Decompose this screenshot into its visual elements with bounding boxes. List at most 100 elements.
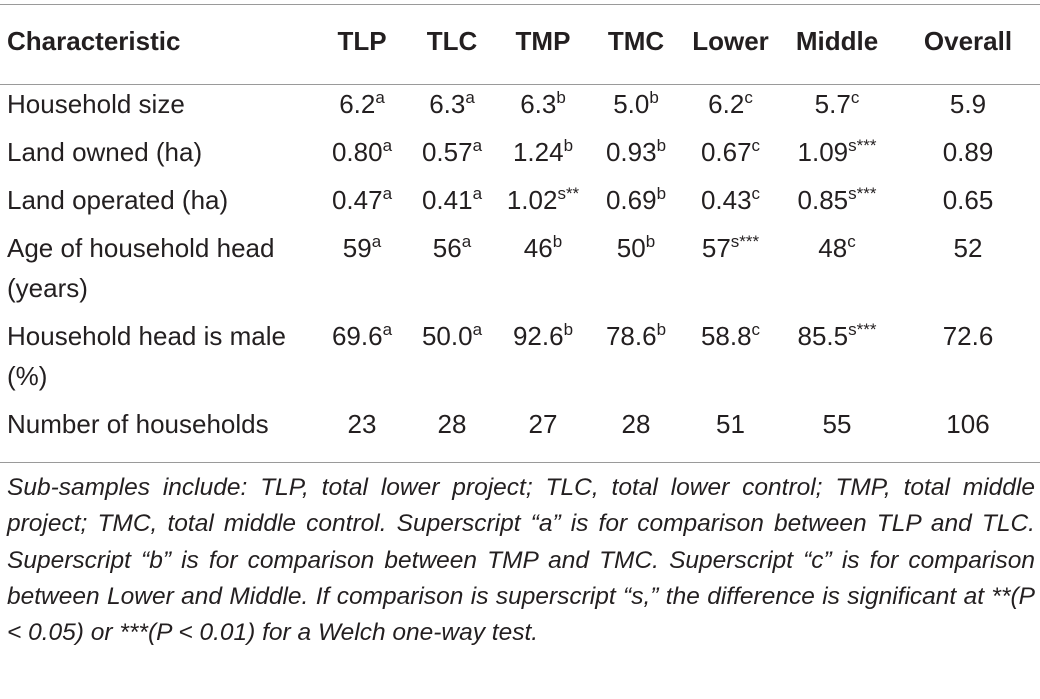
cell-superscript: b bbox=[656, 184, 667, 203]
cell-value: 0.93 bbox=[605, 137, 657, 167]
cell-superscript: a bbox=[382, 184, 393, 203]
table-cell: 28 bbox=[407, 404, 497, 452]
table-cell: 1.24b bbox=[497, 132, 589, 180]
table-cell: 6.2c bbox=[683, 84, 778, 132]
table-cell: 23 bbox=[317, 404, 407, 452]
cell-superscript: s*** bbox=[848, 136, 877, 155]
cell-value: 0.47 bbox=[331, 185, 383, 215]
row-label: Land operated (ha) bbox=[7, 185, 229, 215]
cell-value: 27 bbox=[528, 409, 558, 439]
cell-value: 1.02 bbox=[506, 185, 558, 215]
table-cell: 0.85s*** bbox=[778, 180, 896, 228]
table-cell: 52 bbox=[896, 228, 1040, 316]
cell-superscript: a bbox=[472, 320, 483, 339]
cell-superscript: b bbox=[656, 136, 667, 155]
table-row: Household size 6.2a 6.3a 6.3b 5.0b 6.2c 5.7c 5.… bbox=[0, 84, 1040, 132]
cell-value: 0.57 bbox=[421, 137, 473, 167]
cell-value: 92.6 bbox=[512, 321, 564, 351]
table-cell: 6.3a bbox=[407, 84, 497, 132]
row-label: Household size bbox=[7, 89, 185, 119]
table-cell: 69.6a bbox=[317, 316, 407, 404]
cell-value: 6.2 bbox=[708, 89, 745, 119]
column-header-overall: Overall bbox=[923, 26, 1013, 56]
cell-superscript: b bbox=[645, 232, 656, 251]
cell-value: 28 bbox=[621, 409, 651, 439]
table-cell: 0.41a bbox=[407, 180, 497, 228]
cell-value: 50.0 bbox=[421, 321, 473, 351]
table-cell: 50.0a bbox=[407, 316, 497, 404]
table-cell: 0.67c bbox=[683, 132, 778, 180]
cell-value: 23 bbox=[347, 409, 377, 439]
cell-value: 28 bbox=[437, 409, 467, 439]
table-cell: 92.6b bbox=[497, 316, 589, 404]
cell-value: 50 bbox=[616, 233, 646, 263]
table-row: Age of household head (years) 59a 56a 46b 50… bbox=[0, 228, 1040, 316]
table-cell: 5.0b bbox=[589, 84, 683, 132]
table-row: Number of households 23 28 27 28 51 55 106 bbox=[0, 404, 1040, 452]
table-bottom-rule bbox=[0, 462, 1040, 463]
table-top-rule bbox=[0, 4, 1040, 5]
cell-value: 58.8 bbox=[700, 321, 752, 351]
table-cell: 51 bbox=[683, 404, 778, 452]
cell-value: 106 bbox=[946, 409, 990, 439]
table-cell: 78.6b bbox=[589, 316, 683, 404]
column-header-middle: Middle bbox=[795, 26, 879, 56]
row-label: Age of household head (years) bbox=[7, 233, 275, 303]
column-header-lower: Lower bbox=[692, 26, 769, 56]
table-cell: 5.7c bbox=[778, 84, 896, 132]
cell-superscript: c bbox=[744, 88, 753, 107]
table-cell: 58.8c bbox=[683, 316, 778, 404]
table-cell: 6.2a bbox=[317, 84, 407, 132]
cell-superscript: c bbox=[751, 184, 761, 203]
cell-superscript: c bbox=[751, 320, 761, 339]
table-footnote: Sub-samples include: TLP, total lower pr… bbox=[7, 474, 1035, 647]
cell-superscript: a bbox=[375, 88, 385, 107]
column-header-tlc: TLC bbox=[426, 26, 478, 56]
table-cell: 0.47a bbox=[317, 180, 407, 228]
cell-superscript: b bbox=[556, 88, 566, 107]
cell-value: 0.67 bbox=[700, 137, 752, 167]
cell-superscript: b bbox=[649, 88, 659, 107]
cell-superscript: c bbox=[847, 232, 856, 251]
table-cell: 55 bbox=[778, 404, 896, 452]
characteristics-table: Characteristic TLP TLC TMP TMC Lower Mid… bbox=[0, 6, 1040, 452]
table-cell: 57s*** bbox=[683, 228, 778, 316]
table-cell: 1.09s*** bbox=[778, 132, 896, 180]
cell-superscript: s*** bbox=[730, 232, 760, 251]
table-cell: 106 bbox=[896, 404, 1040, 452]
table-cell: 0.80a bbox=[317, 132, 407, 180]
cell-value: 5.7 bbox=[814, 89, 851, 119]
table-row: Land owned (ha) 0.80a 0.57a 1.24b 0.93b 0.67c… bbox=[0, 132, 1040, 180]
cell-value: 46 bbox=[523, 233, 553, 263]
cell-value: 0.43 bbox=[700, 185, 752, 215]
table-header-rule bbox=[0, 84, 1040, 85]
table-row: Land operated (ha) 0.47a 0.41a 1.02s** 0.69b… bbox=[0, 180, 1040, 228]
cell-value: 56 bbox=[432, 233, 462, 263]
column-header-tlp: TLP bbox=[337, 26, 387, 56]
table-cell: 0.57a bbox=[407, 132, 497, 180]
cell-superscript: b bbox=[552, 232, 563, 251]
cell-value: 0.80 bbox=[331, 137, 383, 167]
table-cell: 6.3b bbox=[497, 84, 589, 132]
row-label: Household head is male (%) bbox=[7, 321, 286, 391]
table-cell: 59a bbox=[317, 228, 407, 316]
cell-value: 57 bbox=[701, 233, 731, 263]
cell-superscript: a bbox=[472, 184, 483, 203]
cell-value: 5.0 bbox=[613, 89, 650, 119]
cell-value: 5.9 bbox=[949, 89, 987, 119]
table-header-row: Characteristic TLP TLC TMP TMC Lower Mid… bbox=[0, 6, 1040, 84]
cell-value: 51 bbox=[716, 409, 745, 439]
cell-superscript: c bbox=[751, 136, 761, 155]
cell-value: 85.5 bbox=[797, 321, 849, 351]
cell-value: 6.3 bbox=[520, 89, 557, 119]
table-cell: 0.65 bbox=[896, 180, 1040, 228]
row-label: Number of households bbox=[7, 409, 269, 439]
row-label: Land owned (ha) bbox=[7, 137, 203, 167]
cell-superscript: a bbox=[461, 232, 472, 251]
table-cell: 48c bbox=[778, 228, 896, 316]
table-cell: 46b bbox=[497, 228, 589, 316]
table-cell: 5.9 bbox=[896, 84, 1040, 132]
table-cell: 72.6 bbox=[896, 316, 1040, 404]
cell-value: 1.09 bbox=[797, 137, 849, 167]
column-header-tmc: TMC bbox=[607, 26, 665, 56]
